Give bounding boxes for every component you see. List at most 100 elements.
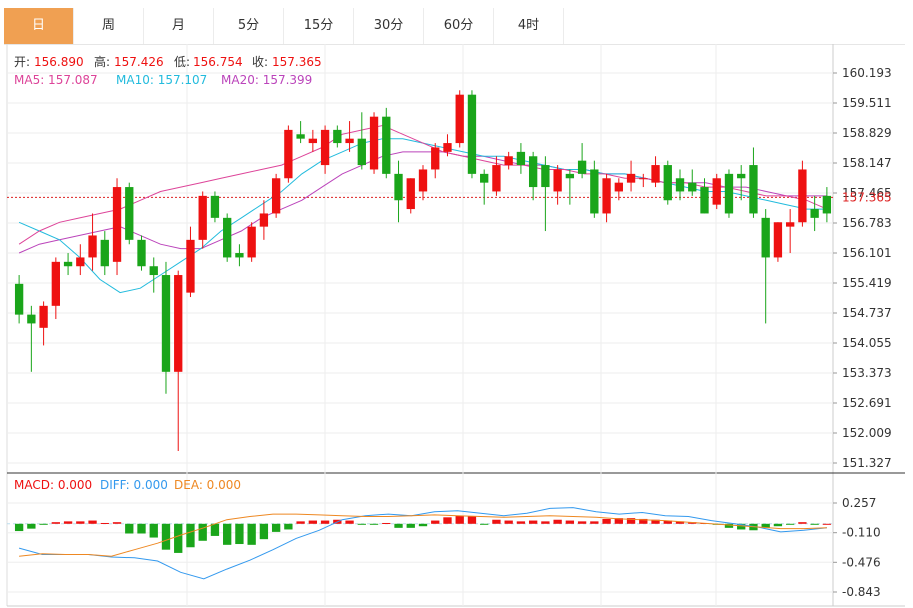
- low-value: 156.754: [193, 55, 243, 69]
- candle-body-58: [724, 173, 734, 214]
- candle-body-32: [406, 178, 415, 210]
- macd-bar-21: [271, 523, 281, 532]
- macd-bar-33: [418, 523, 428, 527]
- tab-6[interactable]: 60分: [424, 8, 494, 44]
- candle-body-64: [798, 169, 807, 223]
- candle-body-57: [712, 178, 721, 205]
- y-tick-label: 160.193: [842, 66, 892, 80]
- candlestick-chart: 160.193 159.511 158.829 158.147 157.465 156.7…: [6, 44, 905, 607]
- ma5-label: MA5: 157.087: [14, 73, 98, 87]
- macd-bar-8: [112, 522, 122, 524]
- y-tick-label: 155.419: [842, 276, 892, 290]
- open-value: 156.890: [34, 55, 84, 69]
- candle-body-55: [688, 182, 697, 192]
- candle-body-17: [223, 217, 232, 258]
- macd-bar-16: [210, 523, 220, 536]
- candle-body-6: [88, 235, 97, 258]
- candle-body-13: [174, 275, 183, 372]
- macd-bar-38: [480, 523, 489, 525]
- candle-body-48: [602, 178, 611, 214]
- diff-line: [18, 507, 827, 580]
- candle-body-50: [626, 173, 636, 183]
- low-label: 低:: [174, 55, 190, 69]
- candle-body-47: [590, 169, 599, 214]
- tab-5[interactable]: 30分: [354, 8, 424, 44]
- close-value: 157.365: [272, 55, 322, 69]
- macd-bar-58: [724, 523, 734, 528]
- macd-bar-63: [786, 523, 795, 525]
- tab-2[interactable]: 月: [144, 8, 214, 44]
- ma10-label: MA10: 157.107: [116, 73, 207, 87]
- macd-bar-9: [125, 523, 134, 534]
- macd-bar-66: [822, 523, 832, 525]
- candle-body-18: [235, 253, 244, 258]
- y-tick-label: 154.055: [842, 336, 892, 350]
- macd-bar-13: [174, 523, 183, 553]
- candle-body-34: [431, 147, 440, 170]
- macd-bar-46: [577, 521, 587, 524]
- candle-body-43: [541, 165, 550, 188]
- candle-body-25: [320, 129, 330, 166]
- macd-bar-5: [76, 521, 85, 524]
- macd-bar-47: [590, 521, 599, 524]
- candle-body-30: [382, 116, 391, 174]
- candle-body-45: [565, 173, 575, 179]
- candle-body-14: [186, 239, 195, 293]
- macd-bar-35: [443, 517, 452, 524]
- candle-body-42: [528, 156, 538, 188]
- macd-bar-49: [614, 518, 623, 524]
- tab-3[interactable]: 5分: [214, 8, 284, 44]
- candle-body-35: [443, 143, 452, 152]
- candle-body-5: [76, 257, 85, 267]
- candle-body-66: [822, 195, 832, 214]
- y-tick-label: 152.009: [842, 426, 892, 440]
- candle-body-38: [480, 173, 489, 183]
- candle-body-44: [553, 169, 562, 192]
- macd-bar-59: [737, 523, 746, 530]
- y-axes: 160.193 159.511 158.829 158.147 157.465 156.7…: [833, 66, 892, 599]
- macd-bar-7: [100, 522, 109, 524]
- macd-bar-65: [810, 523, 819, 525]
- candle-body-33: [418, 169, 428, 192]
- macd-bar-4: [63, 521, 73, 524]
- macd-bar-52: [651, 519, 660, 524]
- macd-bar-23: [296, 521, 305, 524]
- last-price-label: 157.365: [842, 190, 892, 204]
- macd-label: MACD: 0.000: [14, 478, 92, 492]
- macd-bar-17: [223, 523, 232, 545]
- candle-body-49: [614, 182, 623, 192]
- candle-body-0: [14, 283, 24, 315]
- tab-0[interactable]: 日: [4, 8, 74, 44]
- candle-body-26: [333, 129, 342, 144]
- candle-body-52: [651, 165, 660, 183]
- macd-bar-61: [761, 523, 770, 528]
- macd-bar-32: [406, 523, 415, 528]
- y-tick-label: 158.829: [842, 126, 892, 140]
- macd-bar-54: [675, 521, 685, 524]
- tab-1[interactable]: 周: [74, 8, 144, 44]
- candle-body-31: [394, 173, 403, 201]
- macd-bar-37: [467, 516, 477, 524]
- y-tick-label: 151.327: [842, 456, 892, 470]
- candle-body-1: [27, 314, 36, 324]
- macd-bar-28: [357, 523, 366, 525]
- macd-bar-39: [492, 519, 501, 524]
- y-tick-label: 157.465: [842, 186, 892, 200]
- macd-bar-48: [602, 518, 611, 524]
- close-label: 收:: [252, 55, 268, 69]
- candle-body-54: [675, 178, 685, 192]
- macd-bar-18: [235, 523, 244, 545]
- high-value: 157.426: [114, 55, 164, 69]
- candle-body-40: [504, 156, 513, 166]
- macd-bar-42: [528, 520, 538, 524]
- ma10-line: [18, 138, 827, 294]
- period-tabs: 日周月 5分 15分 30分 60分 4时: [4, 8, 905, 45]
- macd-bar-11: [149, 523, 158, 538]
- candle-body-3: [51, 261, 60, 306]
- tab-4[interactable]: 15分: [284, 8, 354, 44]
- candle-body-7: [100, 239, 109, 267]
- candle-body-28: [357, 138, 366, 166]
- dea-line: [19, 513, 827, 557]
- ma20-label: MA20: 157.399: [221, 73, 312, 87]
- tab-7[interactable]: 4时: [494, 8, 564, 44]
